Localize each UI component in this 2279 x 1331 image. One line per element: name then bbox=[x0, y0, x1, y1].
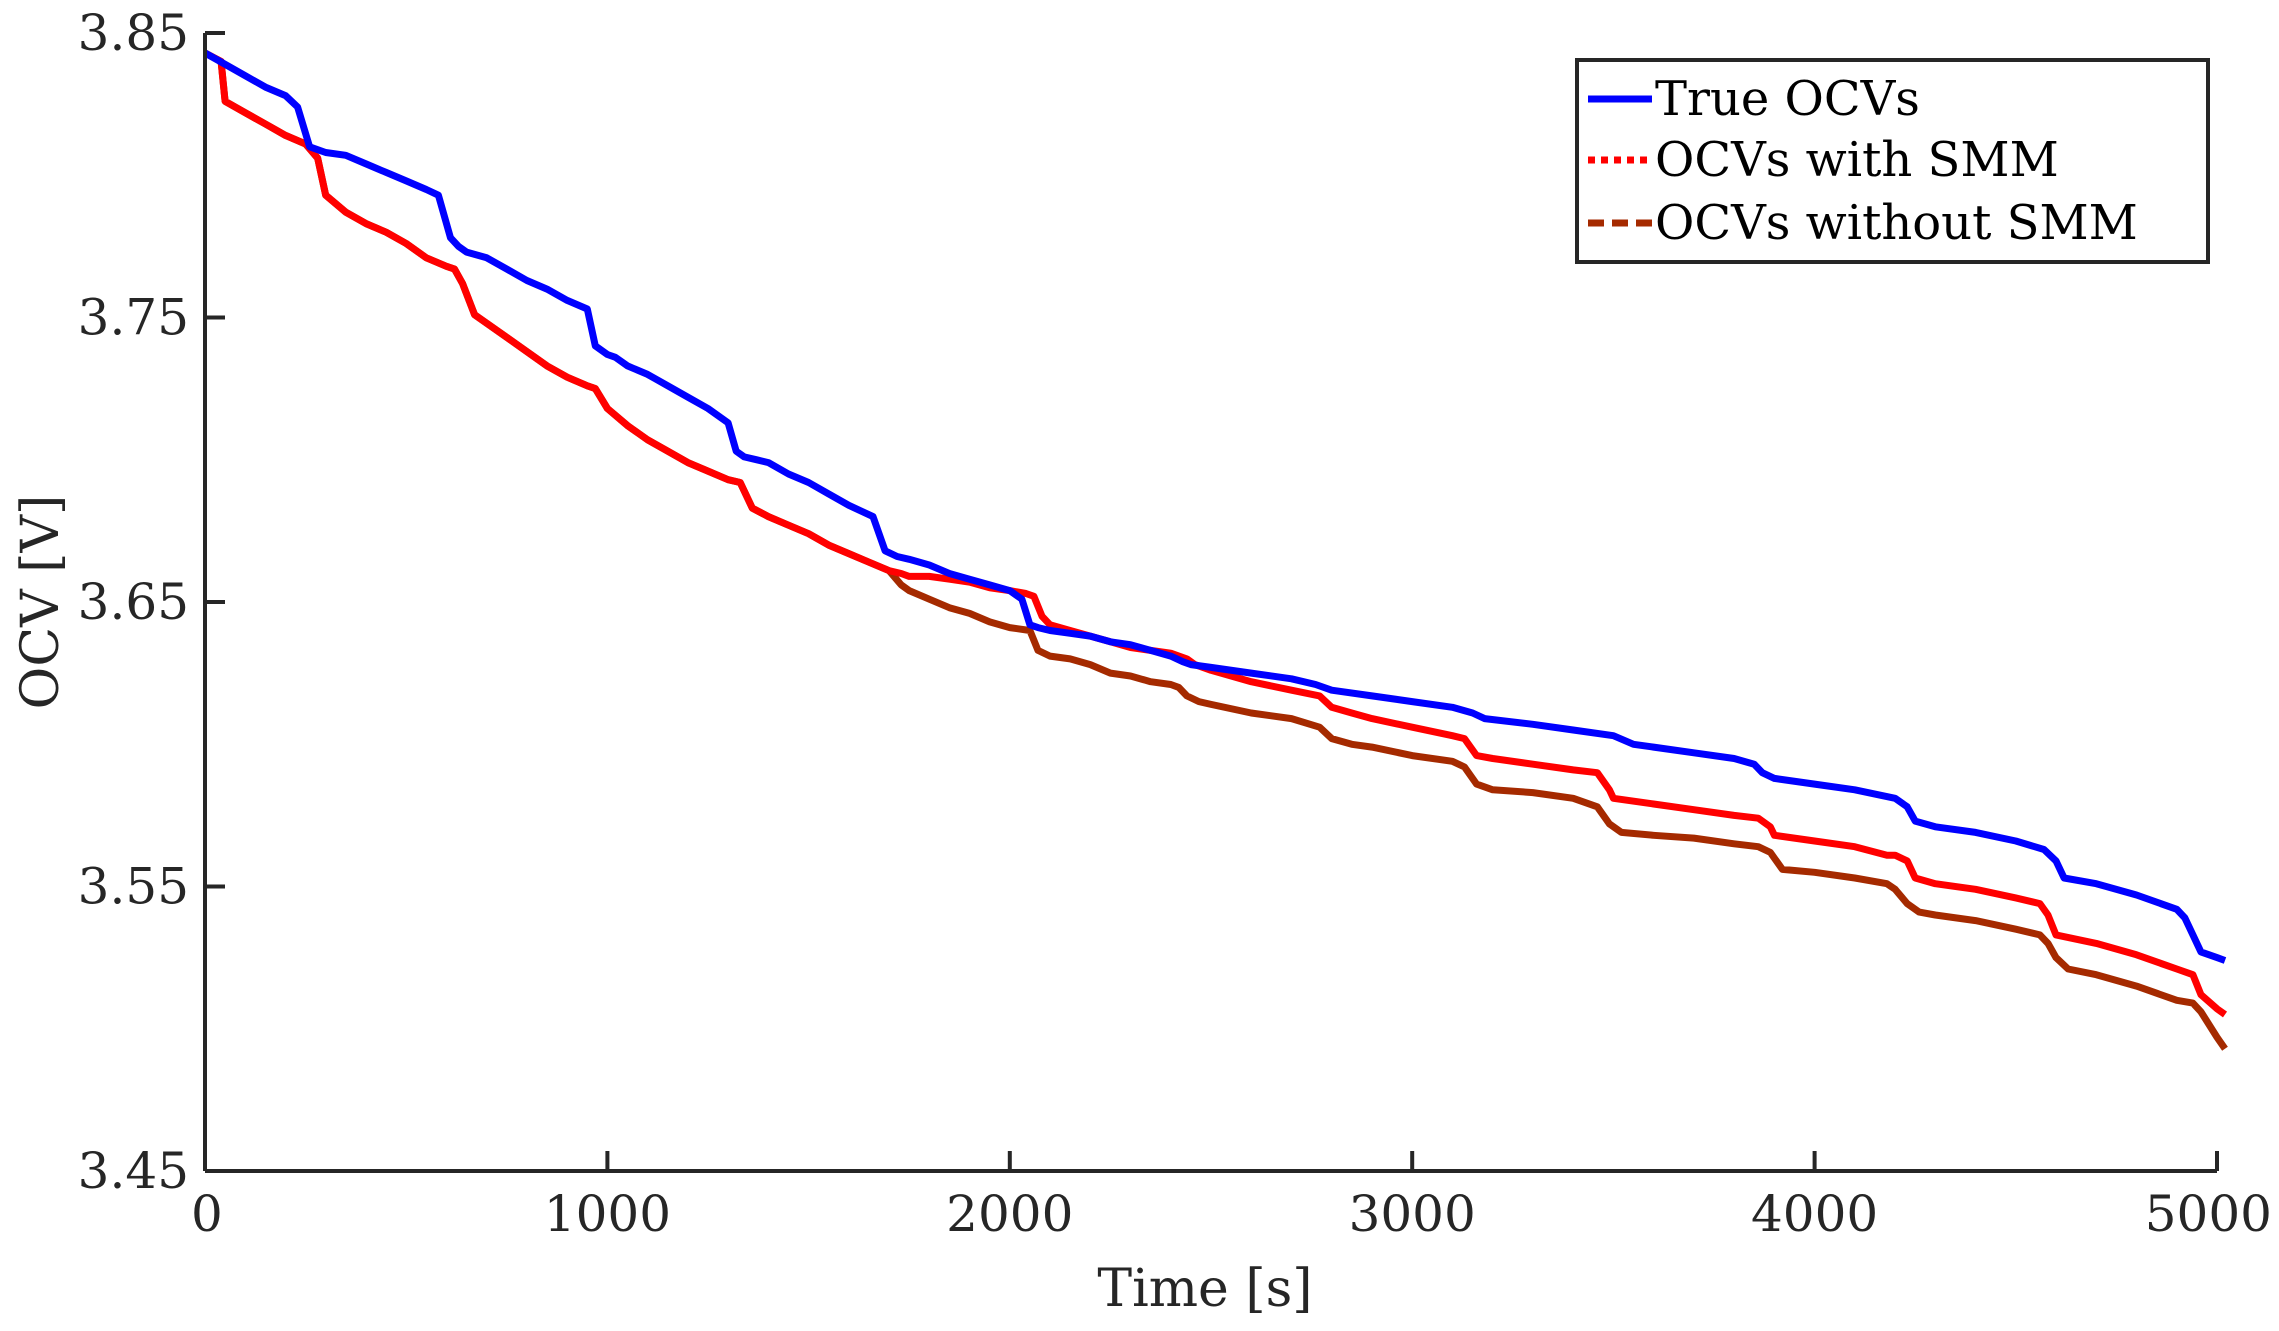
legend: True OCVs OCVs with SMM OCVs without SMM bbox=[1575, 58, 2210, 264]
y-tick-label: 3.65 bbox=[78, 573, 189, 631]
x-tick-label: 1000 bbox=[544, 1185, 671, 1243]
x-tick-label: 5000 bbox=[2145, 1185, 2272, 1243]
y-tick-label: 3.45 bbox=[78, 1142, 189, 1200]
y-tick-label: 3.55 bbox=[78, 858, 189, 916]
y-tick-label: 3.75 bbox=[78, 289, 189, 347]
legend-box bbox=[1575, 58, 2210, 264]
y-tick-label: 3.85 bbox=[78, 4, 189, 62]
series-layer bbox=[203, 49, 2228, 1051]
legend-label-ocvs-without-smm: OCVs without SMM bbox=[1655, 195, 2138, 251]
x-tick-label: 2000 bbox=[946, 1185, 1073, 1243]
series-line-ocvs-with-smm bbox=[203, 49, 2228, 1018]
x-axis-label: Time [s] bbox=[1097, 1259, 1312, 1319]
series-line-true-ocvs bbox=[203, 49, 2227, 964]
ticks: 0 1000 2000 3000 4000 5000 3.45 3.55 3.65 3.75 3.8… bbox=[78, 4, 2272, 1243]
y-axis-label: OCV [V] bbox=[11, 495, 71, 710]
legend-label-true-ocvs: True OCVs bbox=[1655, 71, 1920, 127]
x-tick-label: 3000 bbox=[1349, 1185, 1476, 1243]
x-tick-label: 0 bbox=[191, 1185, 223, 1243]
x-tick-label: 4000 bbox=[1751, 1185, 1878, 1243]
legend-label-ocvs-with-smm: OCVs with SMM bbox=[1655, 132, 2059, 188]
